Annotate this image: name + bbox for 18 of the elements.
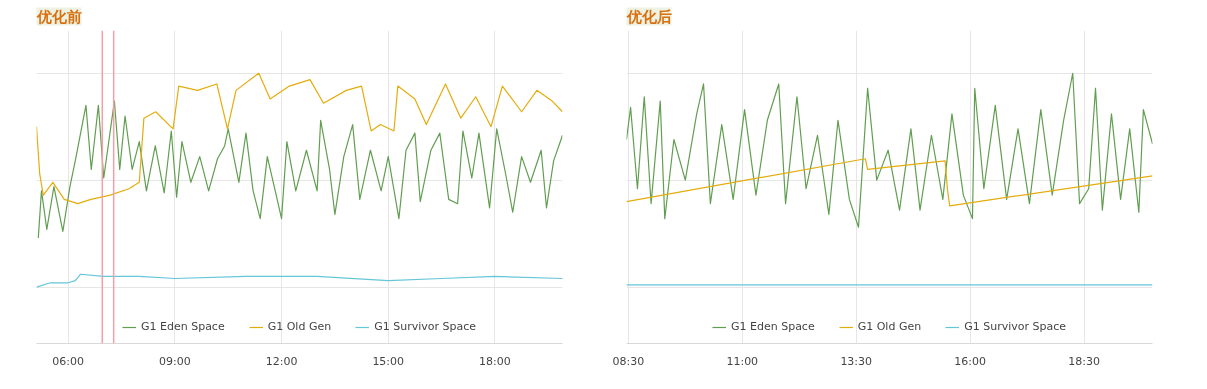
x-tick-label: 18:30 (1068, 354, 1100, 368)
chart-title: 优化后 (625, 7, 672, 26)
x-tick-label: 11:00 (726, 354, 759, 368)
x-tick-label: 15:00 (372, 354, 405, 368)
chart-title: 优化前 (35, 7, 82, 26)
legend-label: G1 Old Gen (267, 320, 332, 333)
legend-label: G1 Old Gen (857, 320, 922, 333)
x-tick-label: 06:00 (52, 354, 85, 368)
x-tick-label: 09:00 (159, 354, 191, 368)
x-tick-label: 13:30 (840, 354, 873, 368)
legend-label: G1 Eden Space (140, 320, 225, 333)
x-tick-label: 18:00 (479, 354, 511, 368)
legend-label: G1 Survivor Space (964, 320, 1067, 333)
legend-label: G1 Survivor Space (374, 320, 477, 333)
x-tick-label: 12:00 (265, 354, 298, 368)
x-tick-label: 08:30 (612, 354, 645, 368)
x-tick-label: 16:00 (954, 354, 987, 368)
legend-label: G1 Eden Space (730, 320, 815, 333)
